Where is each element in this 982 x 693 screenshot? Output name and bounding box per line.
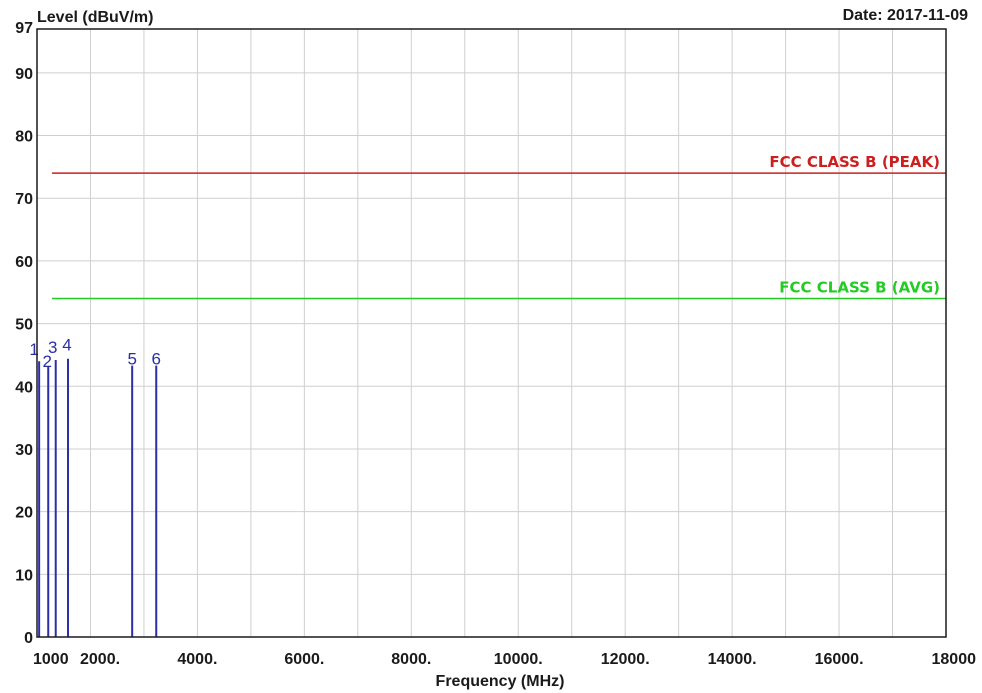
y-tick-label: 90: [15, 66, 33, 83]
date-label: Date: 2017-11-09: [843, 7, 969, 24]
marker-label: 3: [48, 338, 57, 357]
y-tick-label: 50: [15, 317, 33, 334]
y-tick-label: 40: [15, 379, 33, 396]
y-tick-label: 10: [15, 567, 33, 584]
limit-label: FCC CLASS B (AVG): [779, 279, 940, 297]
y-tick-label: 70: [15, 191, 33, 208]
y-tick-label: 30: [15, 442, 33, 459]
x-tick-label: 8000.: [391, 651, 431, 668]
x-axis-title: Frequency (MHz): [436, 673, 565, 690]
x-tick-label: 1000: [33, 651, 69, 668]
marker-label: 6: [152, 350, 161, 369]
marker-label: 4: [62, 336, 71, 355]
x-tick-label: 2000.: [80, 651, 120, 668]
limit-lines: FCC CLASS B (PEAK) FCC CLASS B (AVG): [52, 153, 946, 300]
y-tick-label: 20: [15, 505, 33, 522]
x-tick-label: 12000.: [601, 651, 650, 668]
y-tick-label: 0: [24, 630, 33, 647]
marker-label: 5: [127, 350, 136, 369]
x-tick-label: 6000.: [284, 651, 324, 668]
x-tick-label: 18000: [932, 651, 977, 668]
plot-area-border: [36, 28, 947, 638]
x-tick-label: 14000.: [708, 651, 757, 668]
limit-label: FCC CLASS B (PEAK): [769, 153, 940, 171]
marker-label: 1: [29, 340, 38, 359]
measurement-markers: 123 4 5 6: [29, 336, 161, 637]
grid-layer: [36, 28, 947, 638]
y-tick-label: 97: [15, 20, 33, 37]
y-tick-label: 80: [15, 129, 33, 146]
x-tick-label: 16000.: [815, 651, 864, 668]
x-tick-label: 10000.: [494, 651, 543, 668]
marker-label: 2: [42, 352, 51, 371]
y-axis-title: Level (dBuV/m): [37, 9, 153, 26]
x-tick-label: 4000.: [177, 651, 217, 668]
y-tick-label: 60: [15, 254, 33, 271]
tick-labels: 0 10 20 30 40 50 60 70 80 90 97 1000 2000. 4000. 6000.…: [15, 20, 976, 668]
